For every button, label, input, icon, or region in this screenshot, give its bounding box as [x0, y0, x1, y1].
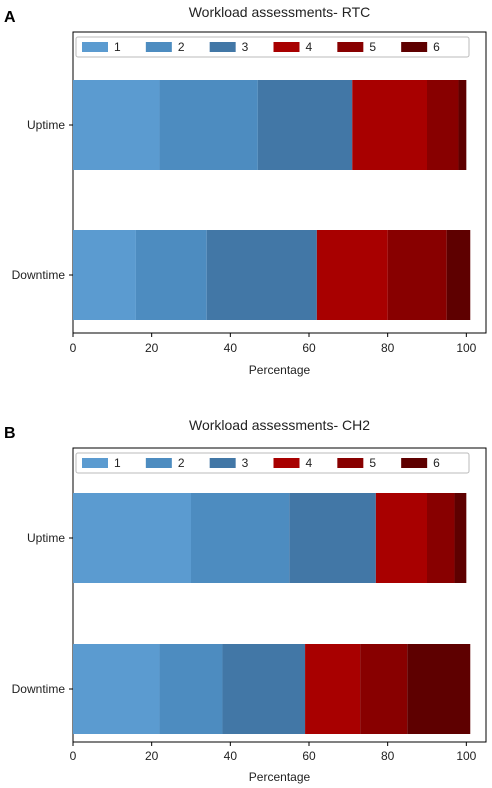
x-tick-label: 20	[145, 341, 159, 355]
bar-segment-uptime-4	[352, 80, 427, 170]
x-tick-label: 80	[381, 341, 395, 355]
bar-segment-downtime-1	[73, 230, 136, 320]
panel-label: A	[4, 9, 16, 26]
bar-segment-downtime-2	[135, 230, 207, 320]
legend-swatch-6	[401, 458, 428, 468]
y-tick-label-uptime: Uptime	[27, 118, 65, 132]
legend-label-6: 6	[433, 40, 440, 54]
plot-frame	[72, 447, 487, 743]
legend-swatch-1	[82, 42, 108, 52]
x-tick-label: 0	[70, 341, 77, 355]
legend: 1 2 3 4 5 6	[75, 452, 470, 474]
legend-swatch-2	[145, 458, 172, 468]
bar-segment-downtime-5	[387, 230, 447, 320]
bar-segment-downtime-3	[222, 644, 306, 734]
bar-segment-uptime-2	[191, 493, 290, 583]
panel-a: A Workload assessments- RTC Uptime Downtime…	[4, 4, 487, 377]
bar-segment-downtime-4	[316, 230, 388, 320]
bar-segment-downtime-4	[305, 644, 361, 734]
bar-segment-uptime-6	[454, 493, 467, 583]
bar-segment-uptime-3	[257, 80, 353, 170]
bar-segment-uptime-1	[73, 80, 160, 170]
bar-segment-downtime-5	[360, 644, 408, 734]
legend-label-1: 1	[114, 40, 121, 54]
legend-swatch-5	[337, 42, 364, 52]
legend-swatch-2	[145, 42, 172, 52]
x-tick-label: 60	[302, 749, 316, 763]
legend-swatch-5	[337, 458, 364, 468]
panel-label: B	[4, 425, 16, 442]
bar-segment-downtime-6	[407, 644, 471, 734]
legend: 1 2 3 4 5 6	[75, 36, 470, 58]
bar-segment-downtime-2	[159, 644, 223, 734]
legend-label-2: 2	[178, 40, 185, 54]
bar-segment-uptime-6	[458, 80, 467, 170]
legend-box	[75, 452, 470, 474]
legend-label-5: 5	[369, 456, 376, 470]
x-tick-label: 100	[456, 341, 476, 355]
bar-segment-uptime-3	[289, 493, 376, 583]
legend-label-4: 4	[306, 456, 313, 470]
y-tick-label-downtime: Downtime	[12, 268, 66, 282]
x-tick-label: 40	[224, 749, 238, 763]
bar-segment-uptime-5	[427, 493, 455, 583]
bar-segment-uptime-2	[159, 80, 258, 170]
x-tick-label: 100	[456, 749, 476, 763]
y-tick-label-uptime: Uptime	[27, 531, 65, 545]
legend-swatch-4	[273, 42, 300, 52]
bar-segment-uptime-5	[427, 80, 459, 170]
legend-label-3: 3	[242, 456, 249, 470]
bar-segment-downtime-3	[206, 230, 317, 320]
legend-swatch-1	[82, 458, 108, 468]
legend-swatch-3	[209, 42, 236, 52]
x-tick-label: 0	[70, 749, 77, 763]
bar-segment-downtime-1	[73, 644, 160, 734]
legend-swatch-6	[401, 42, 428, 52]
legend-label-6: 6	[433, 456, 440, 470]
x-tick-label: 40	[224, 341, 238, 355]
legend-swatch-3	[209, 458, 236, 468]
x-tick-label: 60	[302, 341, 316, 355]
x-axis-label: Percentage	[249, 770, 311, 784]
chart-title: Workload assessments- CH2	[189, 417, 370, 433]
legend-label-1: 1	[114, 456, 121, 470]
bar-segment-uptime-4	[375, 493, 427, 583]
legend-swatch-4	[273, 458, 300, 468]
bar-segment-downtime-6	[446, 230, 471, 320]
legend-box	[75, 36, 470, 58]
legend-label-4: 4	[306, 40, 313, 54]
panel-b: B Workload assessments- CH2 Uptime Downtime…	[4, 417, 487, 784]
x-tick-label: 20	[145, 749, 159, 763]
legend-label-2: 2	[178, 456, 185, 470]
x-tick-label: 80	[381, 749, 395, 763]
plot-frame	[72, 31, 487, 334]
bar-segment-uptime-1	[73, 493, 191, 583]
x-axis-label: Percentage	[249, 363, 311, 377]
chart-title: Workload assessments- RTC	[189, 4, 371, 20]
y-tick-label-downtime: Downtime	[12, 682, 66, 696]
legend-label-3: 3	[242, 40, 249, 54]
legend-label-5: 5	[369, 40, 376, 54]
